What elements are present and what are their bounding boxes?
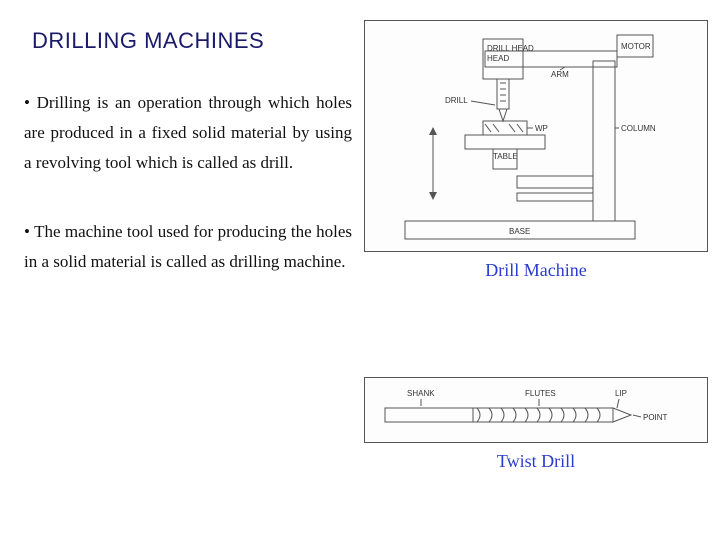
page-title: DRILLING MACHINES (32, 28, 352, 54)
figure-drill-machine: BASE COLUMN MOTOR ARM DRILL HEAD HEAD (364, 20, 708, 281)
label-point: POINT (643, 413, 668, 422)
label-flutes: FLUTES (525, 389, 556, 398)
label-column: COLUMN (621, 124, 656, 133)
slide: DRILLING MACHINES • Drilling is an opera… (0, 0, 720, 540)
figure-twist-drill: SHANK FLUTES (364, 377, 708, 472)
label-lip: LIP (615, 389, 627, 398)
text-column: DRILLING MACHINES • Drilling is an opera… (0, 0, 360, 540)
label-arm: ARM (551, 70, 569, 79)
drill-machine-diagram: BASE COLUMN MOTOR ARM DRILL HEAD HEAD (364, 20, 708, 252)
svg-text:HEAD: HEAD (487, 54, 509, 63)
paragraph-2-text: The machine tool used for producing the … (24, 222, 352, 271)
twist-drill-diagram: SHANK FLUTES (364, 377, 708, 443)
figure-column: BASE COLUMN MOTOR ARM DRILL HEAD HEAD (360, 0, 720, 540)
bullet-glyph: • (24, 222, 34, 241)
bullet-glyph: • (24, 93, 37, 112)
label-motor: MOTOR (621, 42, 651, 51)
label-wp: WP (535, 124, 548, 133)
label-shank: SHANK (407, 389, 435, 398)
label-base: BASE (509, 227, 530, 236)
caption-twist-drill: Twist Drill (364, 451, 708, 472)
paragraph-1-text: Drilling is an operation through which h… (24, 93, 352, 172)
label-drill-head: DRILL HEAD (487, 44, 534, 53)
label-drill: DRILL (445, 96, 468, 105)
caption-drill-machine: Drill Machine (364, 260, 708, 281)
paragraph-1: • Drilling is an operation through which… (24, 88, 352, 177)
paragraph-2: • The machine tool used for producing th… (24, 217, 352, 277)
label-table: TABLE (493, 152, 518, 161)
